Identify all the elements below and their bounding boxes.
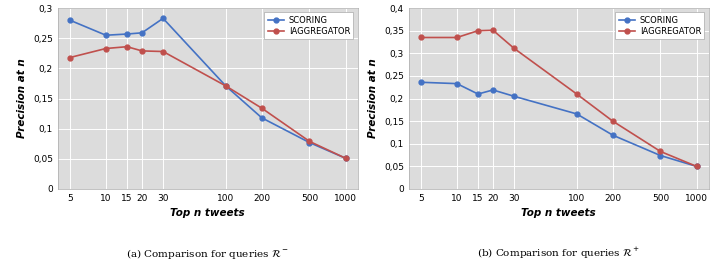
- SCORING: [221, 84, 230, 87]
- IAGGREGATOR: [489, 29, 497, 32]
- Title: (b) Comparison for queries $\mathcal{R}^+$: (b) Comparison for queries $\mathcal{R}^…: [477, 245, 641, 261]
- IAGGREGATOR: [66, 56, 74, 59]
- SCORING: [573, 112, 581, 116]
- Line: IAGGREGATOR: IAGGREGATOR: [67, 44, 348, 161]
- Y-axis label: Precision at n: Precision at n: [17, 59, 27, 139]
- IAGGREGATOR: [510, 47, 518, 50]
- IAGGREGATOR: [137, 49, 146, 53]
- SCORING: [305, 141, 314, 144]
- IAGGREGATOR: [692, 165, 701, 168]
- X-axis label: Top n tweets: Top n tweets: [171, 208, 245, 218]
- IAGGREGATOR: [257, 107, 266, 110]
- SCORING: [137, 31, 146, 35]
- SCORING: [453, 82, 461, 85]
- Legend: SCORING, IAGGREGATOR: SCORING, IAGGREGATOR: [615, 12, 704, 39]
- Title: (a) Comparison for queries $\mathcal{R}^-$: (a) Comparison for queries $\mathcal{R}^…: [127, 247, 289, 261]
- Line: IAGGREGATOR: IAGGREGATOR: [419, 28, 699, 169]
- IAGGREGATOR: [159, 50, 168, 53]
- IAGGREGATOR: [573, 92, 581, 96]
- SCORING: [101, 33, 110, 37]
- SCORING: [474, 92, 482, 96]
- SCORING: [341, 157, 350, 160]
- IAGGREGATOR: [341, 157, 350, 160]
- IAGGREGATOR: [474, 29, 482, 32]
- SCORING: [656, 154, 665, 157]
- IAGGREGATOR: [101, 47, 110, 50]
- IAGGREGATOR: [221, 84, 230, 87]
- IAGGREGATOR: [416, 36, 425, 39]
- IAGGREGATOR: [123, 45, 132, 48]
- Legend: SCORING, IAGGREGATOR: SCORING, IAGGREGATOR: [265, 12, 354, 39]
- Line: SCORING: SCORING: [67, 16, 348, 161]
- X-axis label: Top n tweets: Top n tweets: [521, 208, 596, 218]
- Line: SCORING: SCORING: [419, 80, 699, 169]
- SCORING: [692, 165, 701, 168]
- SCORING: [66, 19, 74, 22]
- SCORING: [510, 95, 518, 98]
- Y-axis label: Precision at n: Precision at n: [369, 59, 378, 139]
- SCORING: [159, 17, 168, 20]
- IAGGREGATOR: [453, 36, 461, 39]
- SCORING: [123, 32, 132, 36]
- SCORING: [609, 134, 617, 137]
- SCORING: [257, 116, 266, 119]
- SCORING: [489, 88, 497, 92]
- IAGGREGATOR: [305, 140, 314, 143]
- SCORING: [416, 81, 425, 84]
- IAGGREGATOR: [656, 150, 665, 153]
- IAGGREGATOR: [609, 120, 617, 123]
